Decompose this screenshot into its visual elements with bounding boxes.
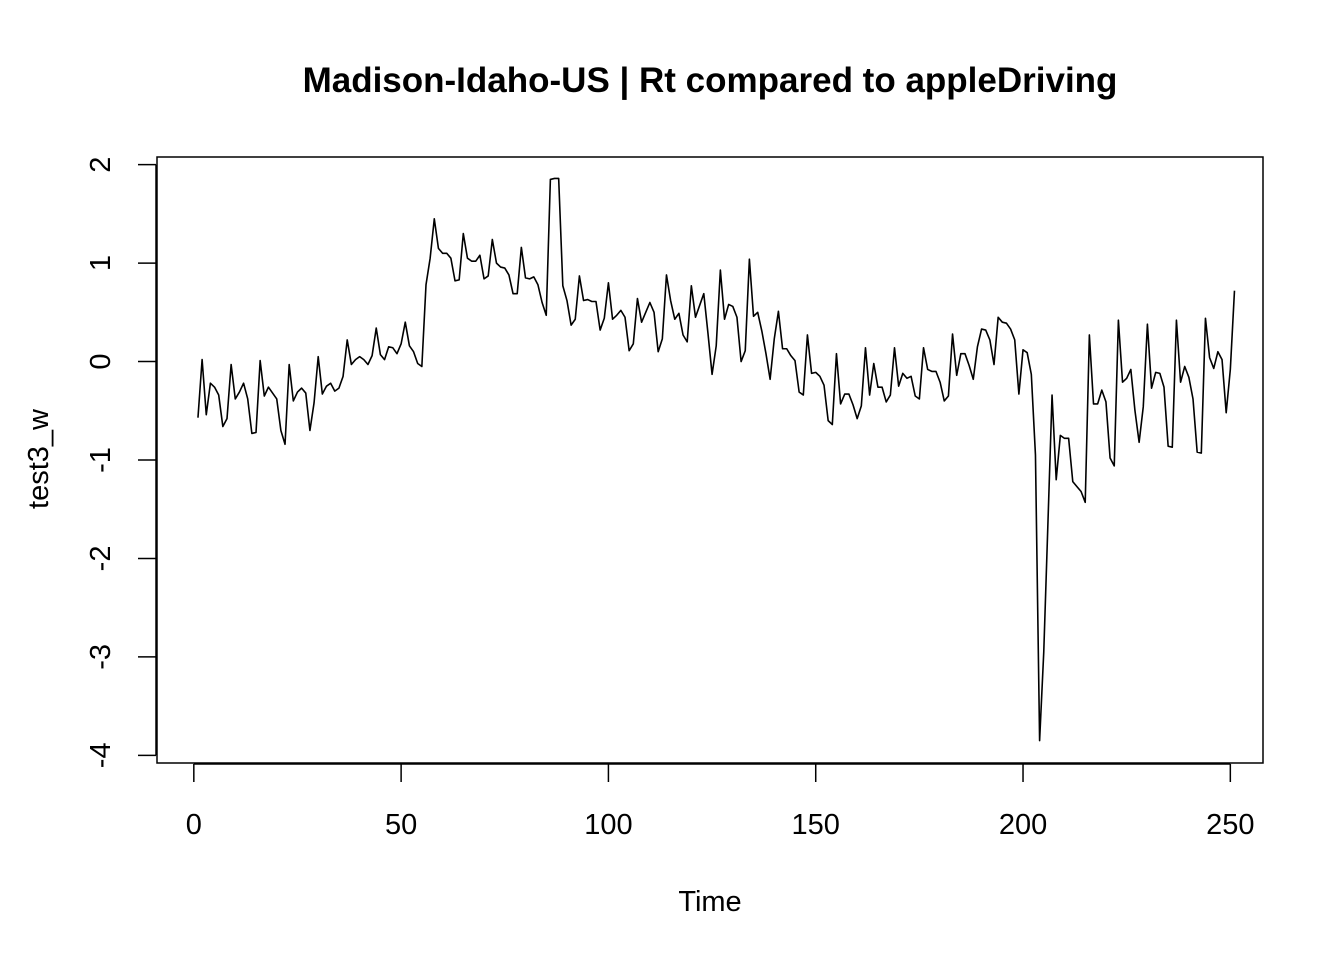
y-tick-label: -4 xyxy=(85,742,117,768)
y-tick-label: -1 xyxy=(85,447,117,473)
y-tick-label: -2 xyxy=(85,546,117,572)
x-axis-label: Time xyxy=(678,886,741,918)
x-tick-label: 0 xyxy=(186,809,202,841)
y-tick-label: -3 xyxy=(85,644,117,670)
x-tick-label: 150 xyxy=(792,809,840,841)
y-axis: -4 -3 -2 -1 0 1 2 xyxy=(85,157,157,768)
x-axis: 0 50 100 150 200 250 xyxy=(186,763,1255,841)
x-tick-label: 200 xyxy=(999,809,1047,841)
series-layer xyxy=(197,177,1236,742)
x-tick-label: 50 xyxy=(385,809,417,841)
y-axis-label: test3_w xyxy=(23,408,55,509)
x-tick-label: 250 xyxy=(1206,809,1254,841)
y-tick-label: 2 xyxy=(85,157,117,173)
y-tick-label: 0 xyxy=(85,353,117,369)
plot-frame xyxy=(156,156,1264,764)
x-tick-label: 100 xyxy=(584,809,632,841)
y-tick-label: 1 xyxy=(85,255,117,271)
series-line xyxy=(197,177,1236,742)
chart-title: Madison-Idaho-US | Rt compared to appleD… xyxy=(303,61,1118,100)
